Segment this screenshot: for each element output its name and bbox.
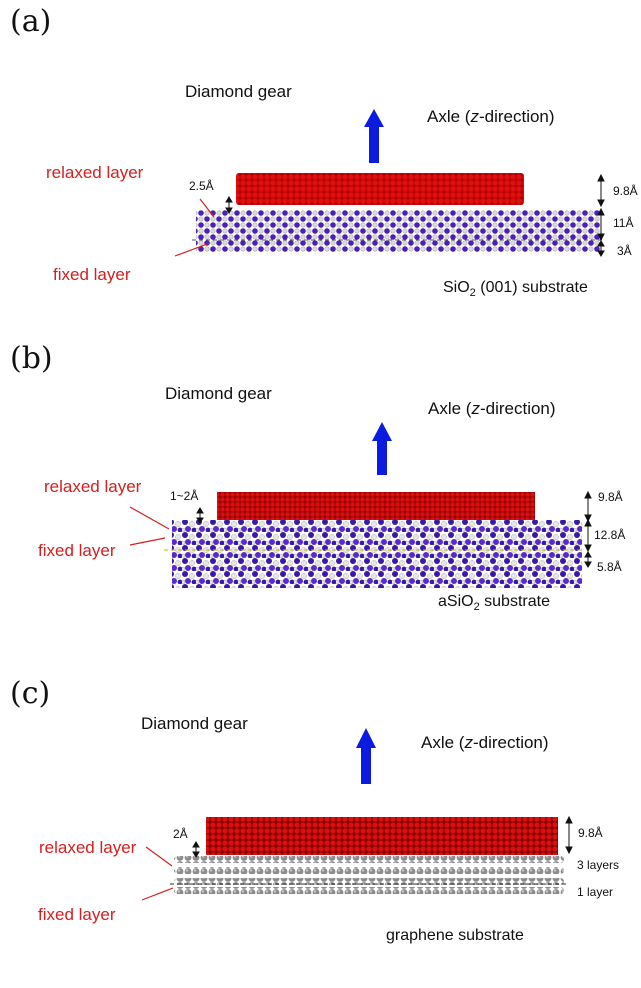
relaxed-layer-label: relaxed layer xyxy=(46,163,144,182)
axle-label: Axle (z-direction) xyxy=(421,733,549,752)
axle-label: Axle (z-direction) xyxy=(428,399,556,418)
dimension-arrows xyxy=(565,815,573,855)
relaxed-height-label: 11Å xyxy=(613,216,634,230)
fixed-pointer xyxy=(129,537,166,546)
relaxed-layer-label: relaxed layer xyxy=(39,838,137,857)
panel-label: (c) xyxy=(10,676,51,711)
panel-label: (b) xyxy=(10,341,53,376)
axle-arrow xyxy=(364,109,384,163)
diamond-gear-title: Diamond gear xyxy=(185,82,292,101)
fixed-height-label: 5.8Å xyxy=(597,560,622,574)
fixed-height-label: 3Å xyxy=(617,244,632,258)
diamond-gear-slab xyxy=(206,817,558,855)
panel-b-illustration xyxy=(129,422,592,588)
gap-arrow xyxy=(192,841,200,858)
panel-c: (c) Diamond gear Axle (z-direction) rela… xyxy=(0,672,641,988)
panel-a-illustration xyxy=(174,109,605,257)
relaxed-pointer xyxy=(145,846,173,867)
substrate-label: SiO2 (001) substrate xyxy=(443,279,588,300)
fixed-layer-label: fixed layer xyxy=(53,265,131,284)
sio2-substrate-slab xyxy=(196,210,600,252)
relaxed-pointer xyxy=(199,198,215,218)
panel-c-illustration xyxy=(141,728,573,901)
gap-label: 2.5Å xyxy=(189,179,214,193)
panel-b: (b) Diamond gear Axle (z-direction) rela… xyxy=(0,337,641,653)
axle-arrow xyxy=(372,422,392,475)
relaxed-pointer xyxy=(129,506,170,530)
graphene-layers xyxy=(174,856,564,894)
axle-arrow xyxy=(356,728,376,784)
substrate-label: graphene substrate xyxy=(386,927,524,944)
dimension-arrows xyxy=(597,173,605,257)
axle-label: Axle (z-direction) xyxy=(427,107,555,126)
gear-height-label: 9.8Å xyxy=(578,826,603,840)
diamond-gear-title: Diamond gear xyxy=(141,714,248,733)
gear-height-label: 9.8Å xyxy=(613,184,638,198)
asio2-substrate-slab xyxy=(172,520,582,588)
gear-height-label: 9.8Å xyxy=(598,490,623,504)
gap-arrow xyxy=(196,507,204,524)
fixed-layer-label: fixed layer xyxy=(38,541,116,560)
relaxed-layers-label: 3 layers xyxy=(577,858,620,872)
gap-label: 1~2Å xyxy=(170,489,199,503)
gap-arrow xyxy=(225,196,233,214)
fixed-layer-label: fixed layer xyxy=(38,905,116,924)
diamond-gear-slab xyxy=(236,173,524,205)
diamond-gear-slab xyxy=(217,492,535,520)
fixed-pointer xyxy=(141,887,174,901)
fixed-layers-label: 1 layer xyxy=(577,885,614,899)
fixed-pointer xyxy=(174,242,211,257)
substrate-label: aSiO2 substrate xyxy=(438,593,550,614)
panel-a: (a) Diamond gear Axle (z-direction) rela… xyxy=(0,0,641,316)
diamond-gear-title: Diamond gear xyxy=(165,384,272,403)
gap-label: 2Å xyxy=(173,827,188,841)
dimension-arrows xyxy=(584,490,592,568)
relaxed-height-label: 12.8Å xyxy=(594,528,626,542)
panel-label: (a) xyxy=(10,4,52,39)
relaxed-layer-label: relaxed layer xyxy=(44,477,142,496)
